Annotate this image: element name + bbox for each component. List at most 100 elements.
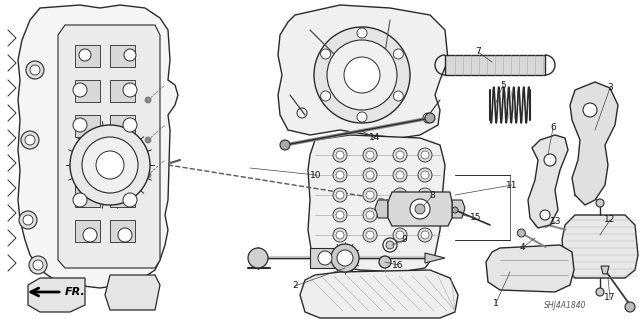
Circle shape bbox=[83, 228, 97, 242]
Circle shape bbox=[418, 208, 432, 222]
Text: 4: 4 bbox=[519, 243, 525, 253]
Text: 9: 9 bbox=[401, 235, 407, 244]
Text: 3: 3 bbox=[607, 84, 613, 93]
Text: 11: 11 bbox=[506, 181, 518, 189]
Circle shape bbox=[321, 91, 331, 101]
Circle shape bbox=[280, 140, 290, 150]
Text: 2: 2 bbox=[292, 281, 298, 291]
Circle shape bbox=[123, 118, 137, 132]
Text: 13: 13 bbox=[550, 218, 562, 226]
Circle shape bbox=[333, 168, 347, 182]
Polygon shape bbox=[75, 115, 100, 137]
Text: 1: 1 bbox=[493, 299, 499, 308]
Polygon shape bbox=[75, 150, 100, 172]
Text: 10: 10 bbox=[310, 170, 322, 180]
Polygon shape bbox=[105, 275, 160, 310]
Polygon shape bbox=[75, 80, 100, 102]
Circle shape bbox=[421, 211, 429, 219]
Circle shape bbox=[393, 228, 407, 242]
Polygon shape bbox=[75, 185, 100, 207]
Circle shape bbox=[333, 208, 347, 222]
Polygon shape bbox=[308, 135, 445, 272]
Circle shape bbox=[418, 148, 432, 162]
Text: 6: 6 bbox=[550, 123, 556, 132]
Polygon shape bbox=[28, 278, 85, 312]
Text: 5: 5 bbox=[500, 80, 506, 90]
Circle shape bbox=[337, 250, 353, 266]
Circle shape bbox=[333, 188, 347, 202]
Circle shape bbox=[421, 151, 429, 159]
Circle shape bbox=[333, 228, 347, 242]
Polygon shape bbox=[110, 220, 135, 242]
Circle shape bbox=[336, 211, 344, 219]
Circle shape bbox=[415, 204, 425, 214]
Circle shape bbox=[357, 28, 367, 38]
Circle shape bbox=[363, 168, 377, 182]
Circle shape bbox=[336, 151, 344, 159]
Circle shape bbox=[363, 148, 377, 162]
Circle shape bbox=[379, 256, 391, 268]
Circle shape bbox=[544, 154, 556, 166]
Circle shape bbox=[383, 238, 397, 252]
Circle shape bbox=[145, 172, 151, 178]
Circle shape bbox=[421, 191, 429, 199]
Circle shape bbox=[421, 231, 429, 239]
Circle shape bbox=[394, 49, 403, 59]
Polygon shape bbox=[452, 200, 465, 218]
Circle shape bbox=[19, 211, 37, 229]
Circle shape bbox=[327, 40, 397, 110]
Circle shape bbox=[418, 168, 432, 182]
Circle shape bbox=[21, 131, 39, 149]
Circle shape bbox=[331, 244, 359, 272]
Circle shape bbox=[248, 248, 268, 268]
Polygon shape bbox=[18, 5, 178, 288]
Circle shape bbox=[386, 241, 394, 249]
Polygon shape bbox=[278, 5, 448, 138]
Circle shape bbox=[357, 112, 367, 122]
Circle shape bbox=[393, 188, 407, 202]
Circle shape bbox=[396, 151, 404, 159]
Text: FR.: FR. bbox=[65, 287, 86, 297]
Circle shape bbox=[421, 171, 429, 179]
Circle shape bbox=[596, 199, 604, 207]
Circle shape bbox=[396, 211, 404, 219]
Circle shape bbox=[363, 208, 377, 222]
Polygon shape bbox=[562, 215, 638, 278]
Polygon shape bbox=[570, 82, 618, 205]
Circle shape bbox=[30, 65, 40, 75]
Circle shape bbox=[96, 151, 124, 179]
Circle shape bbox=[318, 251, 332, 265]
Polygon shape bbox=[110, 80, 135, 102]
Circle shape bbox=[625, 302, 635, 312]
Circle shape bbox=[393, 168, 407, 182]
Circle shape bbox=[26, 61, 44, 79]
Polygon shape bbox=[110, 115, 135, 137]
Polygon shape bbox=[486, 245, 574, 292]
Circle shape bbox=[534, 219, 542, 226]
Text: 15: 15 bbox=[470, 213, 482, 222]
Circle shape bbox=[123, 193, 137, 207]
Circle shape bbox=[124, 49, 136, 61]
Circle shape bbox=[344, 57, 380, 93]
Circle shape bbox=[314, 27, 410, 123]
Circle shape bbox=[394, 91, 403, 101]
Circle shape bbox=[363, 188, 377, 202]
Circle shape bbox=[366, 151, 374, 159]
Polygon shape bbox=[110, 185, 135, 207]
Text: 17: 17 bbox=[604, 293, 616, 302]
Circle shape bbox=[73, 193, 87, 207]
Circle shape bbox=[396, 231, 404, 239]
Circle shape bbox=[25, 135, 35, 145]
Circle shape bbox=[366, 191, 374, 199]
Circle shape bbox=[418, 188, 432, 202]
Circle shape bbox=[418, 228, 432, 242]
Circle shape bbox=[583, 103, 597, 117]
Polygon shape bbox=[110, 150, 135, 172]
Circle shape bbox=[393, 148, 407, 162]
Circle shape bbox=[79, 49, 91, 61]
Circle shape bbox=[363, 228, 377, 242]
Circle shape bbox=[366, 171, 374, 179]
Circle shape bbox=[333, 148, 347, 162]
Circle shape bbox=[73, 118, 87, 132]
Circle shape bbox=[23, 215, 33, 225]
